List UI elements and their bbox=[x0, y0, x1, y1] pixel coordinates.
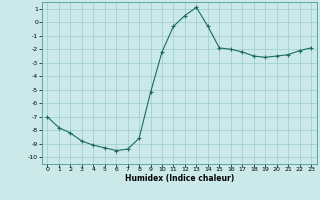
X-axis label: Humidex (Indice chaleur): Humidex (Indice chaleur) bbox=[124, 174, 234, 183]
